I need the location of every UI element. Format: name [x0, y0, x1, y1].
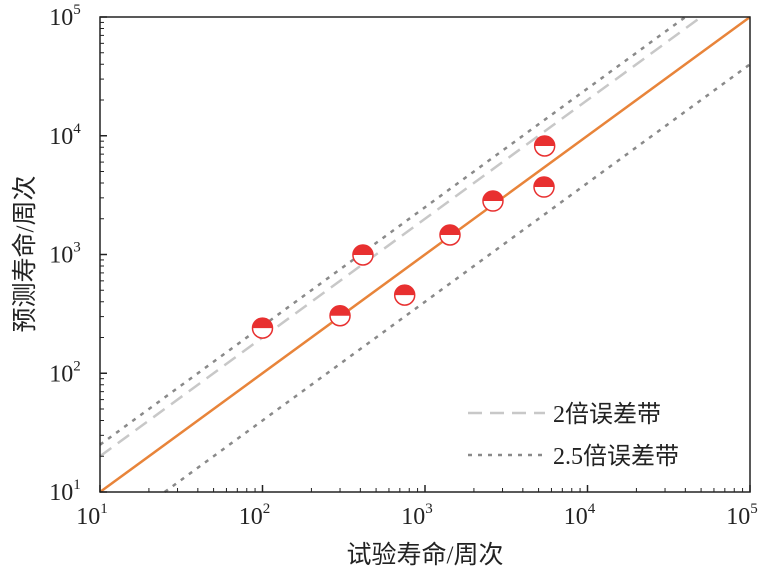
- y-tick-label: 105: [49, 2, 81, 31]
- x-tick-label: 101: [76, 501, 108, 530]
- data-points: [251, 135, 556, 339]
- x-tick-labels: 101 102 103 104 105: [76, 501, 758, 530]
- y-tick-label: 103: [49, 240, 81, 269]
- data-point: [439, 224, 461, 246]
- legend-label-2x: 2倍误差带: [553, 401, 661, 428]
- y-tick-label: 101: [49, 477, 81, 506]
- data-point: [393, 284, 416, 306]
- y-axis-label: 预测寿命/周次: [11, 176, 39, 333]
- axis-ticks: [99, 16, 751, 493]
- data-point: [352, 244, 374, 266]
- reference-line-0: [99, 15, 751, 494]
- reference-lines: [99, 15, 751, 494]
- data-point: [482, 190, 504, 212]
- data-point: [251, 317, 274, 339]
- data-point: [533, 135, 556, 157]
- data-point: [329, 304, 351, 327]
- legend: 2倍误差带 2.5倍误差带: [468, 401, 679, 470]
- x-tick-label: 102: [239, 501, 271, 530]
- data-point: [533, 176, 555, 198]
- legend-label-2-5x: 2.5倍误差带: [553, 443, 679, 470]
- y-tick-label: 104: [49, 121, 81, 150]
- x-axis-label: 试验寿命/周次: [347, 541, 504, 569]
- y-tick-label: 102: [49, 358, 81, 387]
- x-tick-label: 105: [726, 501, 758, 530]
- reference-line-2: [99, 15, 687, 446]
- reference-line-3: [163, 63, 751, 494]
- x-tick-label: 103: [401, 501, 433, 530]
- y-tick-labels: 101 102 103 104 105: [49, 2, 81, 506]
- reference-line-1: [99, 15, 702, 458]
- x-tick-label: 104: [564, 501, 596, 530]
